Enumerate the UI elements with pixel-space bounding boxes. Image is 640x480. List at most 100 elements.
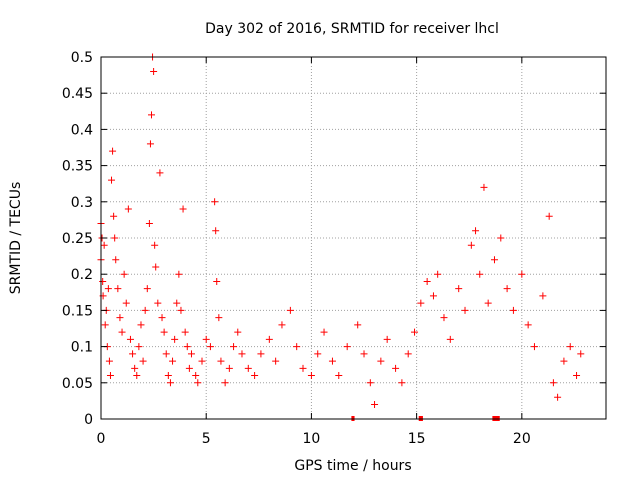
data-point [110,212,118,220]
data-point [145,220,153,228]
data-point [366,379,374,387]
data-point [328,357,336,365]
data-point [476,270,484,278]
data-point [124,205,132,213]
data-point [151,241,159,249]
data-point [573,372,581,380]
y-tick-label: 0.45 [62,86,93,102]
x-tick-label: 15 [408,431,426,447]
data-point [429,292,437,300]
data-point [135,343,143,351]
y-tick-label: 0 [84,412,93,428]
data-point [120,270,128,278]
data-point [116,314,124,322]
tick-labels: 0 0.05 0.1 0.15 0.2 0.25 0.3 0.35 0.4 0.45 0.5 0 5 10… [62,50,531,447]
data-point [175,270,183,278]
data-point [472,227,480,235]
data-point [225,364,233,372]
data-point [108,176,116,184]
data-point [518,270,526,278]
data-point [530,343,538,351]
chart-title: Day 302 of 2016, SRMTID for receiver lhc… [205,21,499,37]
data-point [293,343,301,351]
data-point [160,328,168,336]
data-point [169,357,177,365]
data-point [187,350,195,358]
data-point [131,364,139,372]
data-point [211,198,219,206]
data-point [314,350,322,358]
data-point [234,328,242,336]
data-point [549,379,557,387]
data-point [194,379,202,387]
data-point [221,379,229,387]
data-point [335,372,343,380]
data-point [497,234,505,242]
y-tick-label: 0.2 [71,267,93,283]
data-point [299,364,307,372]
data-point [183,343,191,351]
data-point [265,335,273,343]
data-point [278,321,286,329]
data-point [154,299,162,307]
data-point [230,343,238,351]
data-point [257,350,265,358]
data-point [272,357,280,365]
data-point [484,299,492,307]
data-point [122,299,130,307]
x-tick-label: 10 [303,431,321,447]
y-axis-title: SRMTID / TECUs [8,182,24,295]
data-point [185,364,193,372]
data-point [480,183,488,191]
data-point [158,314,166,322]
y-tick-label: 0.35 [62,159,93,175]
data-point [238,350,246,358]
data-point [307,372,315,380]
data-point [156,169,164,177]
data-point [192,372,200,380]
data-point [177,306,185,314]
data-point [354,321,362,329]
y-tick-label: 0.5 [71,50,93,66]
data-point [164,372,172,380]
data-point [554,393,562,401]
data-point [139,357,147,365]
data-point [137,321,145,329]
x-tick-label: 20 [513,431,531,447]
data-point [166,379,174,387]
data-point [503,285,511,293]
data-point [360,350,368,358]
data-point [524,321,532,329]
data-point [461,306,469,314]
data-point [173,299,181,307]
data-point [383,335,391,343]
data-point [539,292,547,300]
data-point [109,147,117,155]
data-point [111,234,119,242]
data-point [251,372,259,380]
data-point [114,285,122,293]
y-tick-label: 0.4 [71,122,93,138]
data-point [129,350,137,358]
data-point [560,357,568,365]
data-point [286,306,294,314]
data-point [455,285,463,293]
data-point [320,328,328,336]
data-point [181,328,189,336]
data-point [244,364,252,372]
x-tick-label: 0 [97,431,106,447]
data-point [215,314,223,322]
y-tick-label: 0.3 [71,195,93,211]
axis-ticks [100,56,606,420]
data-point [377,357,385,365]
y-tick-label: 0.05 [62,376,93,392]
data-point [100,241,108,249]
data-point [133,372,141,380]
data-point [141,306,149,314]
data-point [423,277,431,285]
data-point [143,285,151,293]
data-point [217,357,225,365]
data-point [545,212,553,220]
data-point [162,350,170,358]
